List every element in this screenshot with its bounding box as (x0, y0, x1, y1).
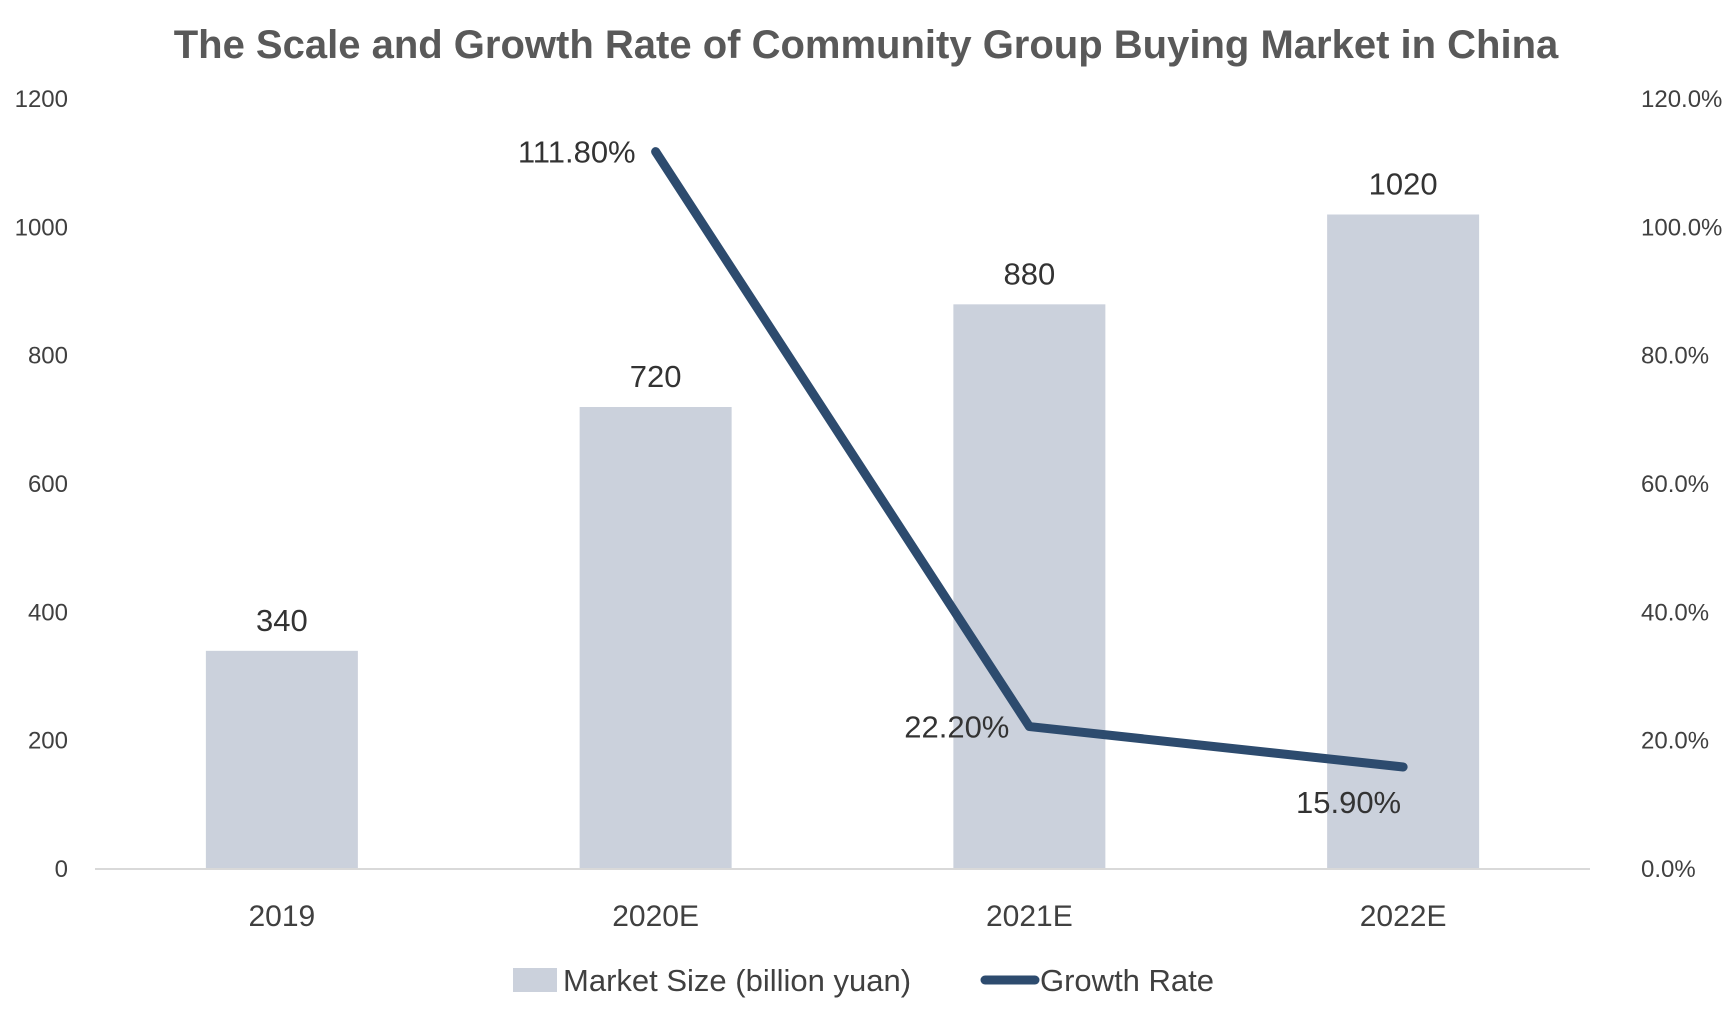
bar-value-label: 340 (256, 603, 308, 638)
growth-rate-label: 22.20% (904, 710, 1009, 745)
category-label: 2019 (249, 900, 316, 933)
bar-value-label: 1020 (1369, 167, 1438, 202)
bar-data-labels: 340 720 880 1020 (256, 167, 1438, 638)
legend-label-growth-rate: Growth Rate (1040, 963, 1214, 998)
left-tick-label: 0 (55, 856, 68, 883)
growth-rate-line (651, 147, 1408, 772)
legend-label-market-size: Market Size (billion yuan) (563, 963, 911, 998)
category-label: 2020E (612, 900, 699, 933)
right-tick-label: 40.0% (1641, 599, 1709, 626)
left-tick-label: 400 (28, 599, 68, 626)
right-tick-label: 20.0% (1641, 728, 1709, 755)
line-data-labels: 111.80% 22.20% 15.90% (518, 135, 1401, 820)
right-axis-ticks: 0.0% 20.0% 40.0% 60.0% 80.0% 100.0% 120.0% (1641, 86, 1722, 883)
growth-rate-series (651, 147, 1408, 772)
growth-rate-label: 15.90% (1296, 785, 1401, 820)
right-tick-label: 100.0% (1641, 214, 1722, 241)
left-tick-label: 1200 (15, 86, 68, 113)
category-axis-labels: 2019 2020E 2021E 2022E (249, 900, 1447, 933)
right-tick-label: 80.0% (1641, 343, 1709, 370)
left-tick-label: 800 (28, 343, 68, 370)
left-axis-ticks: 0 200 400 600 800 1000 1200 (15, 86, 68, 883)
left-tick-label: 200 (28, 728, 68, 755)
right-tick-label: 60.0% (1641, 471, 1709, 498)
right-tick-label: 120.0% (1641, 86, 1722, 113)
left-tick-label: 600 (28, 471, 68, 498)
growth-rate-label: 111.80% (518, 135, 636, 170)
legend: Market Size (billion yuan) Growth Rate (513, 963, 1214, 998)
bar-2020E (579, 407, 732, 869)
legend-swatch-market-size (513, 968, 557, 992)
chart-title: The Scale and Growth Rate of Community G… (174, 23, 1559, 67)
right-tick-label: 0.0% (1641, 856, 1696, 883)
bar-2019 (205, 650, 358, 869)
bar-series (205, 214, 1480, 869)
bar-value-label: 880 (1004, 256, 1056, 291)
category-label: 2021E (986, 900, 1073, 933)
bar-value-label: 720 (630, 359, 682, 394)
category-label: 2022E (1360, 900, 1447, 933)
left-tick-label: 1000 (15, 214, 68, 241)
bar-2021E (953, 304, 1106, 869)
